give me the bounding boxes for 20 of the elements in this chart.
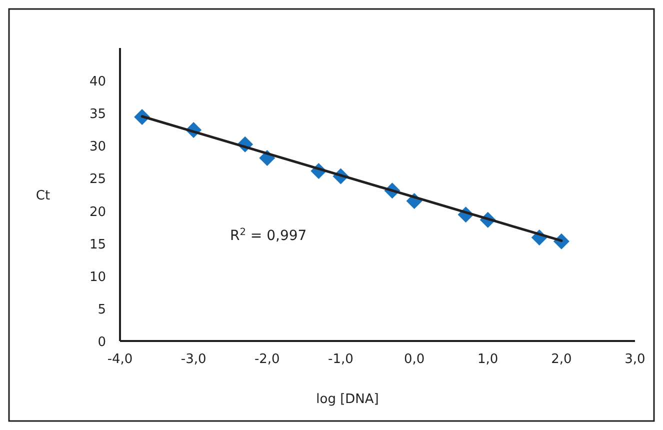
y-tick-label: 15 xyxy=(89,237,106,252)
x-tick-label: -4,0 xyxy=(107,352,133,367)
y-tick-label: 30 xyxy=(89,140,106,155)
y-tick-label: 5 xyxy=(98,302,106,318)
x-tick-label: -2,0 xyxy=(254,352,280,367)
x-tick-label: 1,0 xyxy=(478,352,498,367)
x-tick-label: -1,0 xyxy=(328,352,354,367)
y-axis-title: Ct xyxy=(36,188,50,204)
y-tick-label: 25 xyxy=(89,172,106,188)
x-tick-label: -3,0 xyxy=(180,352,206,367)
y-tick-label: 0 xyxy=(98,335,106,350)
y-tick-label: 40 xyxy=(89,74,106,90)
annotation: R$^{2}$ = 0,997 xyxy=(230,226,307,244)
y-tick-label: 35 xyxy=(89,107,106,122)
x-tick-label: 0,0 xyxy=(404,352,425,367)
x-tick-label: 2,0 xyxy=(551,352,572,367)
x-axis-title: log [DNA] xyxy=(316,392,379,407)
y-tick-label: 10 xyxy=(89,270,106,285)
y-tick-label: 20 xyxy=(89,204,106,220)
x-tick-label: 3,0 xyxy=(624,352,646,367)
